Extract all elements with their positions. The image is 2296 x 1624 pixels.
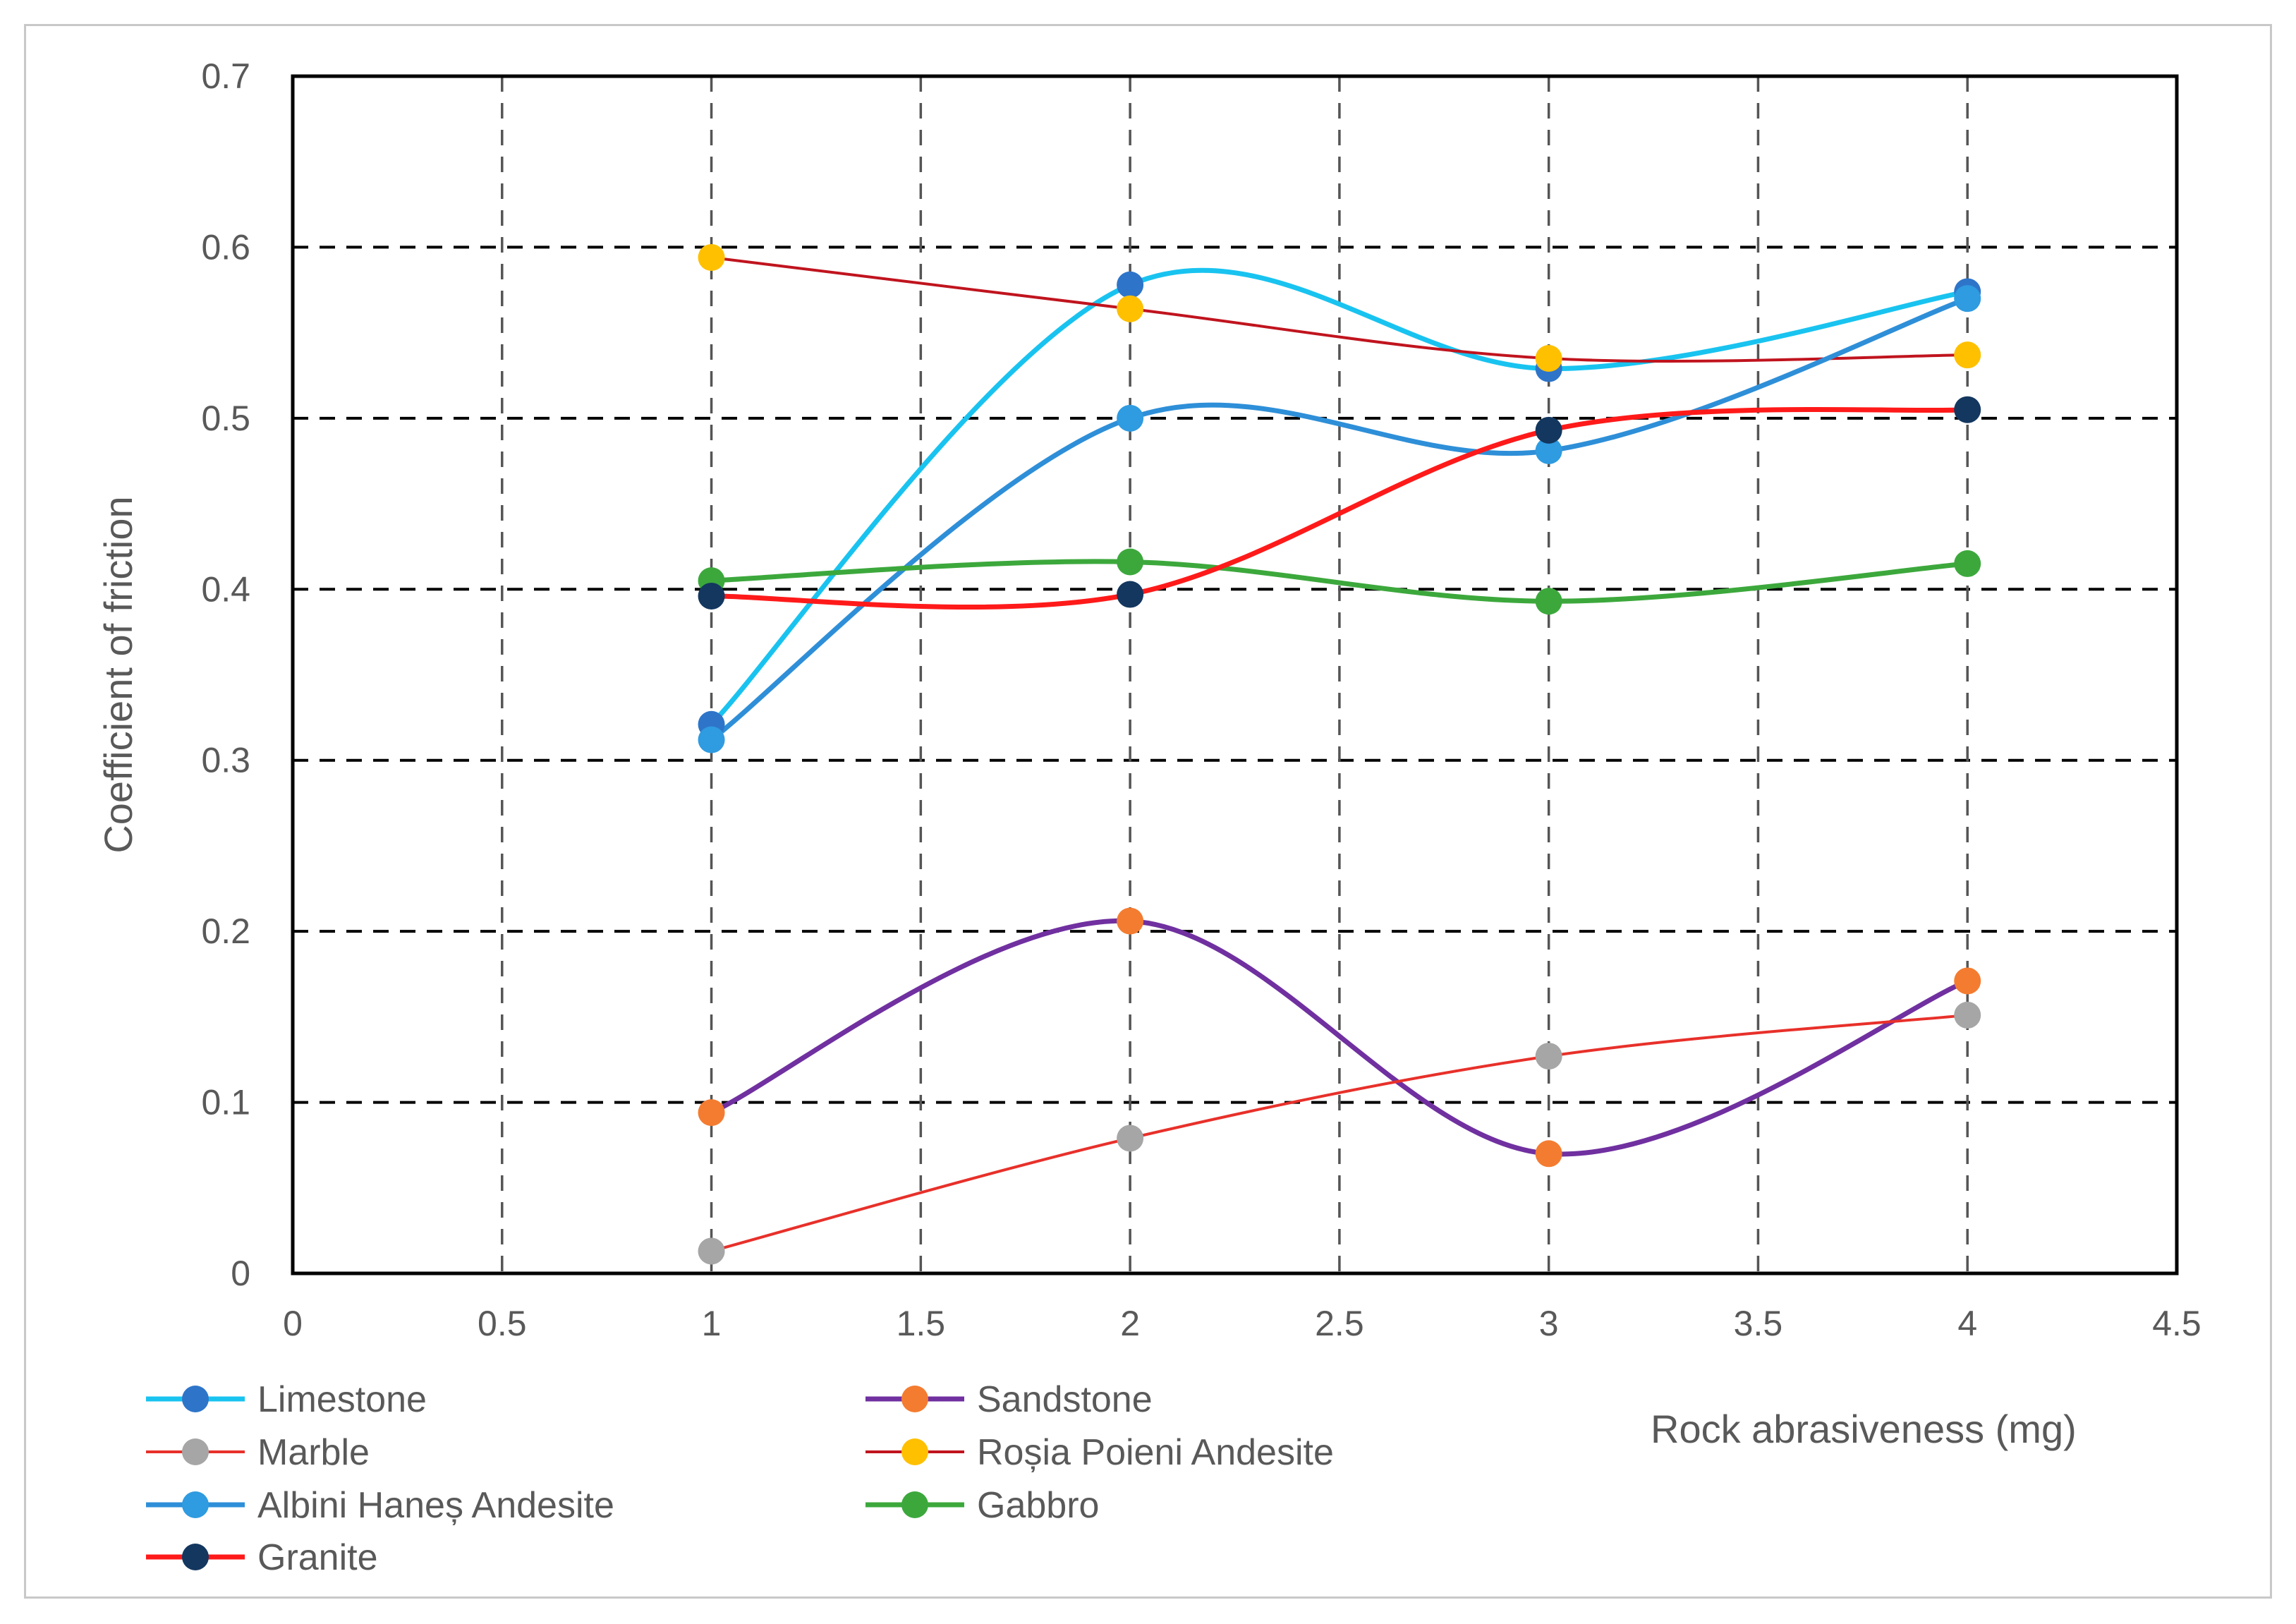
legend-label: Granite <box>257 1537 378 1578</box>
y-tick-label: 0.6 <box>201 227 250 267</box>
y-tick-label: 0.7 <box>201 56 250 96</box>
grid <box>293 76 2177 1273</box>
y-tick-label: 0.5 <box>201 399 250 438</box>
legend-marker <box>182 1544 209 1570</box>
legend-label: Albini Haneș Andesite <box>257 1485 614 1526</box>
legend-marker <box>901 1386 928 1412</box>
data-point-granite <box>1535 416 1562 444</box>
x-tick-label: 2.5 <box>1315 1304 1364 1343</box>
data-point-ro-ia-poieni-andesite <box>698 243 725 271</box>
data-point-sandstone <box>1954 967 1981 995</box>
series-lines <box>710 255 1969 1253</box>
y-tick-label: 0.3 <box>201 741 250 780</box>
y-axis-ticks: 0 0.1 0.2 0.3 0.4 0.5 0.6 0.7 <box>201 56 250 1293</box>
legend-item-albini-hane-andesite: Albini Haneș Andesite <box>146 1485 614 1526</box>
x-tick-label: 0 <box>283 1304 303 1343</box>
data-point-granite <box>1954 396 1981 423</box>
x-axis-ticks: 0 0.5 1 1.5 2 2.5 3 3.5 4 4.5 <box>283 1304 2201 1343</box>
data-point-albini-hane-andesite <box>1535 437 1562 464</box>
series-line-albini-hane-andesite <box>710 296 1969 742</box>
legend-marker <box>182 1438 209 1465</box>
data-point-marble <box>698 1237 725 1265</box>
x-tick-label: 4 <box>1957 1304 1977 1343</box>
y-tick-label: 0.1 <box>201 1083 250 1122</box>
series-line-granite <box>711 406 1968 610</box>
data-point-marble <box>1117 1125 1144 1152</box>
legend-label: Marble <box>257 1432 370 1473</box>
x-tick-label: 1.5 <box>897 1304 946 1343</box>
y-tick-label: 0.4 <box>201 569 250 609</box>
series-markers <box>698 243 1981 1265</box>
data-point-limestone <box>1117 271 1144 298</box>
x-tick-label: 2 <box>1120 1304 1140 1343</box>
data-point-sandstone <box>1117 907 1144 935</box>
x-tick-label: 3 <box>1539 1304 1559 1343</box>
x-tick-label: 0.5 <box>478 1304 527 1343</box>
legend-item-limestone: Limestone <box>146 1379 427 1420</box>
legend-marker <box>182 1491 209 1518</box>
data-point-ro-ia-poieni-andesite <box>1954 341 1981 369</box>
series-line-sandstone <box>710 919 1969 1157</box>
data-point-marble <box>1954 1001 1981 1029</box>
legend-item-ro-ia-poieni-andesite: Roșia Poieni Andesite <box>865 1432 1334 1473</box>
chart-frame: 0 0.1 0.2 0.3 0.4 0.5 0.6 0.7 0 0.5 1 1.5 2 2.5 3 3.5 4… <box>24 24 2272 1599</box>
data-point-ro-ia-poieni-andesite <box>1117 295 1144 322</box>
data-point-ro-ia-poieni-andesite <box>1535 345 1562 372</box>
plot-area-border <box>291 74 2179 1275</box>
legend-item-granite: Granite <box>146 1537 378 1578</box>
series-line-gabbro <box>711 559 1968 604</box>
legend-label: Limestone <box>257 1379 427 1420</box>
data-point-gabbro <box>1117 548 1144 576</box>
y-tick-label: 0 <box>231 1254 250 1293</box>
data-point-albini-hane-andesite <box>1117 404 1144 432</box>
x-tick-label: 3.5 <box>1734 1304 1783 1343</box>
data-point-marble <box>1535 1043 1562 1070</box>
data-point-gabbro <box>1535 588 1562 615</box>
data-point-granite <box>1117 581 1144 608</box>
legend-label: Roșia Poieni Andesite <box>977 1432 1334 1473</box>
series-line-marble <box>711 1013 1968 1253</box>
legend-marker <box>901 1491 928 1518</box>
series-line-ro-ia-poieni-andesite <box>711 255 1968 363</box>
chart: 0 0.1 0.2 0.3 0.4 0.5 0.6 0.7 0 0.5 1 1.5 2 2.5 3 3.5 4… <box>96 56 2201 1578</box>
legend: Limestone Sandstone Marble Roșia Poieni And… <box>146 1379 1334 1578</box>
legend-item-sandstone: Sandstone <box>865 1379 1153 1420</box>
legend-marker <box>182 1386 209 1412</box>
y-tick-label: 0.2 <box>201 911 250 951</box>
legend-item-gabbro: Gabbro <box>865 1485 1099 1526</box>
data-point-albini-hane-andesite <box>1954 285 1981 313</box>
x-tick-label: 1 <box>702 1304 722 1343</box>
legend-label: Gabbro <box>977 1485 1099 1526</box>
data-point-granite <box>698 582 725 610</box>
data-point-albini-hane-andesite <box>698 726 725 753</box>
data-point-sandstone <box>1535 1140 1562 1168</box>
x-tick-label: 4.5 <box>2152 1304 2201 1343</box>
series-line-limestone <box>710 267 1968 727</box>
x-axis-title: Rock abrasiveness (mg) <box>1651 1407 2077 1451</box>
legend-label: Sandstone <box>977 1379 1153 1420</box>
data-point-gabbro <box>1954 550 1981 577</box>
legend-marker <box>901 1438 928 1465</box>
data-point-sandstone <box>698 1099 725 1127</box>
legend-item-marble: Marble <box>146 1432 370 1473</box>
y-axis-title: Coefficient of friction <box>96 496 140 853</box>
